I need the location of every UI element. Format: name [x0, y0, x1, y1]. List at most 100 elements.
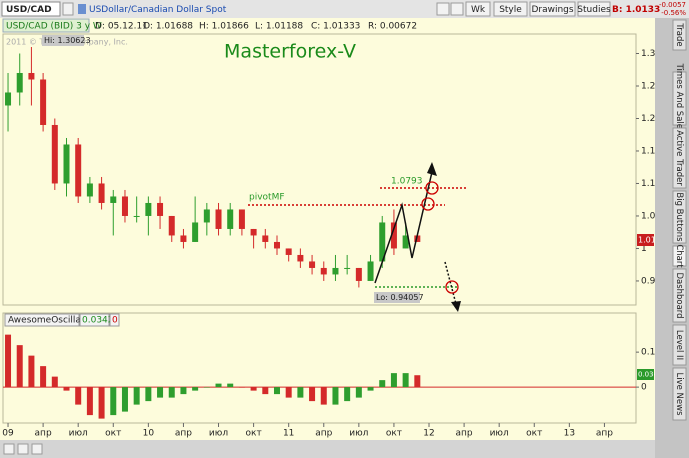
x-tick-label: апр — [596, 429, 613, 439]
candle-body — [5, 92, 12, 106]
arrow-head — [451, 301, 461, 312]
oscillator-bar — [309, 387, 316, 402]
x-tick-label: апр — [315, 429, 332, 439]
x-tick-label: окт — [105, 429, 121, 439]
osc-name-box[interactable] — [4, 313, 80, 327]
y-tick-label: 0.1 — [641, 348, 655, 358]
icon[interactable] — [450, 2, 464, 16]
marker-circle — [421, 197, 435, 211]
toolbar-button-label[interactable]: Studies — [577, 5, 611, 15]
oscillator-bar — [75, 387, 82, 405]
symbol-box[interactable] — [1, 1, 61, 17]
change: -0.0057 — [659, 1, 686, 9]
x-tick-label: 11 — [283, 429, 294, 439]
sidebar-tab[interactable] — [672, 324, 687, 366]
toolbar-button-label[interactable]: Drawings — [531, 5, 573, 15]
oscillator-bar — [40, 366, 47, 388]
y-tick-label: 1.05 — [641, 211, 661, 221]
x-tick-label: 10 — [143, 429, 155, 439]
oscillator-bar — [28, 355, 35, 388]
icon[interactable] — [31, 443, 43, 455]
price-marker-label: 1.0133 — [638, 236, 666, 245]
low: L: 1.01188 — [255, 22, 303, 32]
marker-circle — [425, 181, 439, 195]
oscillator-bar — [379, 380, 386, 388]
sidebar-tab[interactable] — [672, 127, 687, 189]
candle-body — [16, 72, 23, 93]
y-tick-label: 1.25 — [641, 81, 661, 91]
sidebar-tab-label[interactable]: Dashboard — [674, 272, 684, 318]
link-icon[interactable] — [78, 4, 86, 14]
x-tick-label: июл — [209, 429, 228, 439]
sidebar-tab-label[interactable]: Chart — [674, 244, 684, 268]
candle-body — [367, 261, 374, 281]
candle-body — [40, 79, 47, 125]
sidebar-tab-label[interactable]: Times And Sales — [674, 63, 684, 134]
sidebar-tab[interactable] — [672, 367, 687, 421]
x-tick-label: окт — [386, 429, 402, 439]
oscillator-bar — [63, 387, 70, 391]
oscillator-bar — [344, 387, 351, 402]
osc-name: AwesomeOscillator — [8, 316, 94, 326]
sidebar-tab[interactable] — [672, 71, 687, 126]
oscillator-bar — [180, 387, 187, 395]
sidebar-tab-label[interactable]: Big Buttons — [674, 192, 684, 242]
candle-body — [250, 228, 257, 236]
candle-body — [110, 196, 117, 203]
candle-body — [390, 222, 397, 249]
toolbar-button[interactable] — [465, 1, 491, 17]
price-marker — [637, 234, 654, 246]
oscillator-bar — [121, 387, 128, 412]
osc-zero: 0 — [112, 316, 118, 326]
change-pct: -0.56% — [661, 9, 686, 17]
toolbar-button[interactable] — [577, 1, 611, 17]
oscillator-bar — [215, 383, 222, 388]
dropdown[interactable] — [62, 2, 74, 16]
wave-line — [374, 171, 433, 284]
oscillator-bar — [262, 387, 269, 395]
sidebar-tab-label[interactable]: Trade — [674, 22, 684, 46]
oscillator-pane — [2, 312, 637, 424]
candle-body — [121, 196, 128, 216]
sidebar-tab[interactable] — [672, 268, 687, 323]
toolbar-button-label[interactable]: Wk — [471, 5, 486, 15]
icon[interactable] — [436, 2, 450, 16]
oscillator-bar — [250, 387, 257, 391]
toolbar-button[interactable] — [529, 1, 576, 17]
description[interactable]: USDollar/Canadian Dollar Spot — [89, 5, 227, 15]
candle-body — [28, 72, 35, 80]
candle-body — [98, 183, 105, 203]
candle-body — [168, 215, 175, 236]
x-tick-label: окт — [526, 429, 542, 439]
sidebar-tab[interactable] — [672, 245, 687, 267]
lo-label: Lo: 0.94057 — [376, 293, 424, 302]
oscillator-bar — [238, 387, 245, 388]
x-tick-label: 13 — [564, 429, 575, 439]
high: H: 1.01866 — [199, 22, 249, 32]
study-box[interactable] — [2, 18, 90, 33]
oscillator-bar — [16, 345, 23, 388]
x-tick-label: июл — [349, 429, 368, 439]
sidebar-tab-label[interactable]: Live News — [674, 372, 684, 416]
oscillator-bar — [355, 387, 362, 398]
candle-body — [402, 235, 409, 249]
sidebar-tab[interactable] — [672, 19, 687, 51]
y-tick-label: 1.3 — [641, 49, 655, 59]
toolbar-button[interactable] — [493, 1, 528, 17]
sidebar-tab-label[interactable]: Active Trader — [674, 130, 684, 186]
icon[interactable] — [17, 443, 29, 455]
sidebar-tab-label[interactable]: Level II — [674, 330, 684, 360]
candle-body — [320, 267, 327, 275]
candle-body — [203, 209, 210, 223]
x-tick-label: июл — [69, 429, 88, 439]
price-pane — [2, 33, 637, 306]
toolbar-button-label[interactable]: Style — [499, 5, 522, 15]
osc-marker — [637, 369, 654, 380]
oscillator-bar — [51, 376, 58, 388]
symbol[interactable]: USD/CAD — [6, 5, 52, 15]
sidebar-tab[interactable] — [672, 190, 687, 244]
y-tick-label: 0 — [641, 383, 647, 393]
icon[interactable] — [3, 443, 15, 455]
marker-circle — [445, 280, 459, 294]
